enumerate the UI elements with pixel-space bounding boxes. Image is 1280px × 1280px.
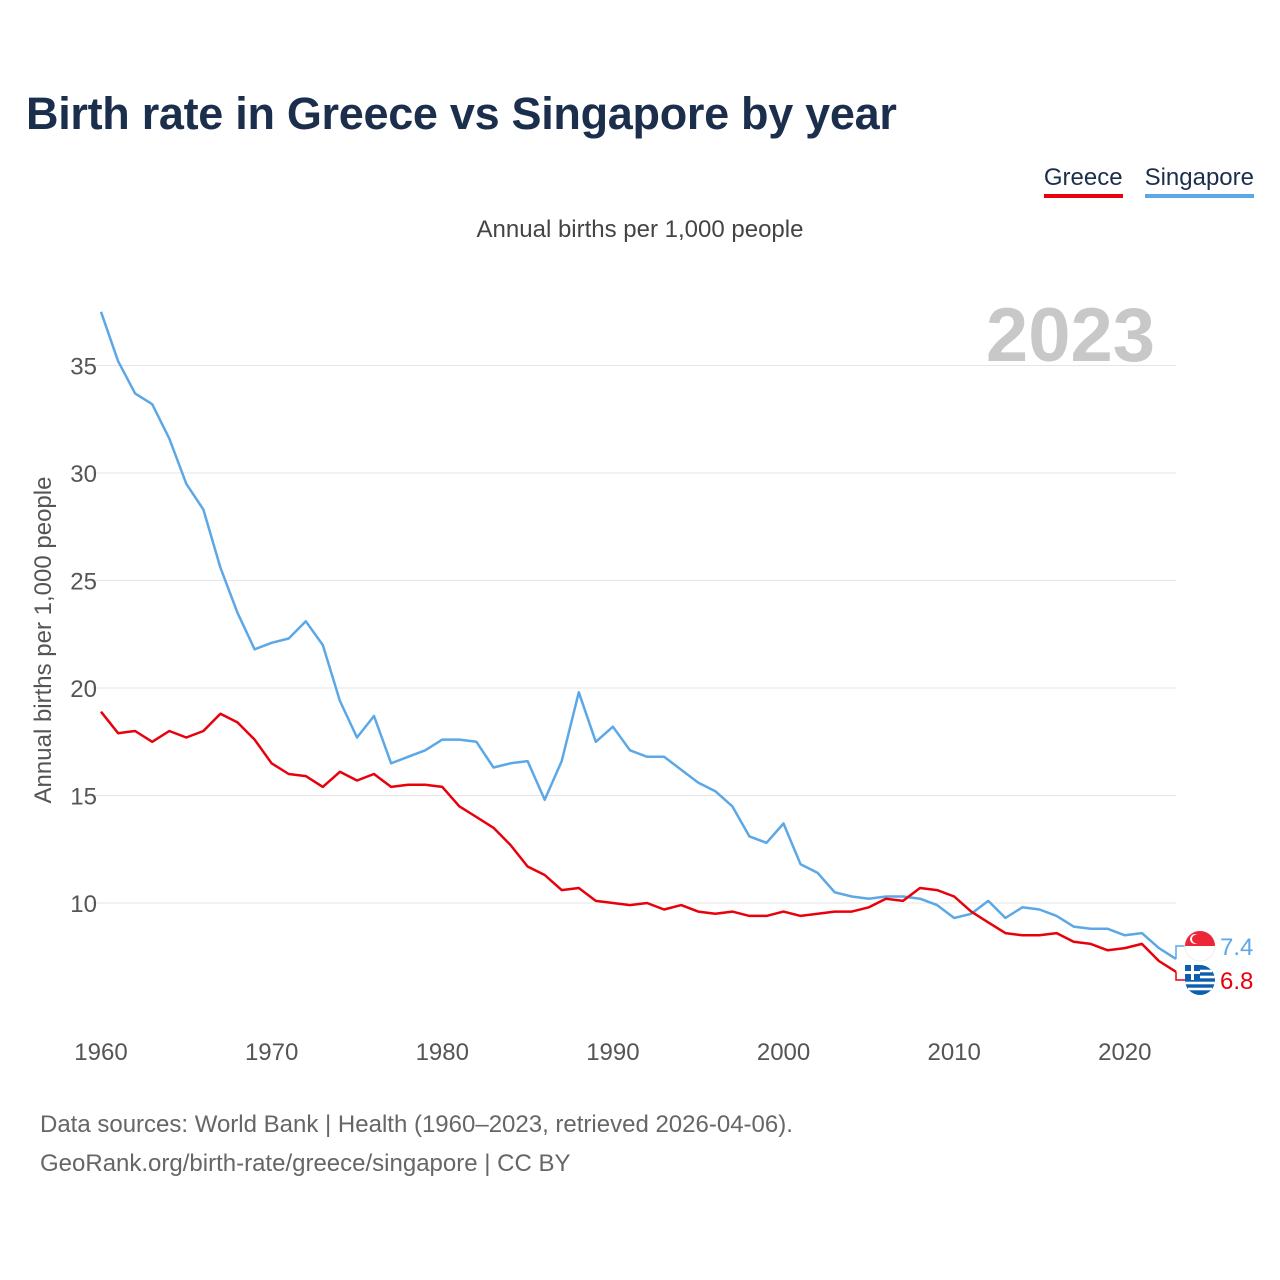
data-source-text: Data sources: World Bank | Health (1960–… (40, 1111, 793, 1138)
end-connector-greece (1175, 971, 1186, 981)
y-tick-label: 10 (70, 891, 97, 918)
y-tick-label: 15 (70, 784, 97, 811)
credit-text: GeoRank.org/birth-rate/greece/singapore … (40, 1150, 571, 1177)
x-tick-label: 2020 (1098, 1039, 1151, 1066)
year-label: 2023 (986, 293, 1155, 378)
y-tick-label: 30 (70, 461, 97, 488)
end-connector-singapore (1175, 945, 1186, 959)
x-tick-label: 1990 (586, 1039, 639, 1066)
chart-title: Birth rate in Greece vs Singapore by yea… (26, 88, 897, 139)
legend: Greece Singapore (1043, 164, 1254, 198)
flag-cross-h (1185, 971, 1200, 974)
y-axis-title: Annual births per 1,000 people (30, 477, 57, 804)
x-tick-label: 1960 (74, 1039, 127, 1066)
flag-crescent-cut (1192, 934, 1201, 944)
greece-flag-icon (1185, 965, 1215, 995)
series-line-greece (100, 710, 1177, 973)
series-line-singapore (99, 311, 1177, 960)
end-value-label-greece: 6.8 (1220, 968, 1253, 995)
chart-subtitle: Annual births per 1,000 people (476, 216, 804, 243)
legend-item-greece[interactable]: Greece (1043, 164, 1123, 198)
flag-stripe (1188, 987, 1212, 991)
y-tick-label: 25 (70, 569, 97, 596)
singapore-flag-icon (1184, 930, 1216, 962)
x-tick-label: 2000 (757, 1039, 810, 1066)
y-tick-label: 35 (70, 354, 97, 381)
flag-stripe (1185, 981, 1215, 985)
legend-item-singapore[interactable]: Singapore (1144, 164, 1254, 198)
x-tick-label: 1970 (245, 1039, 298, 1066)
footer: Data sources: World Bank | Health (1960–… (40, 1105, 793, 1183)
x-tick-label: 1980 (416, 1039, 469, 1066)
y-tick-label: 20 (70, 676, 97, 703)
end-value-label-singapore: 7.4 (1220, 934, 1253, 961)
x-tick-label: 2010 (927, 1039, 980, 1066)
